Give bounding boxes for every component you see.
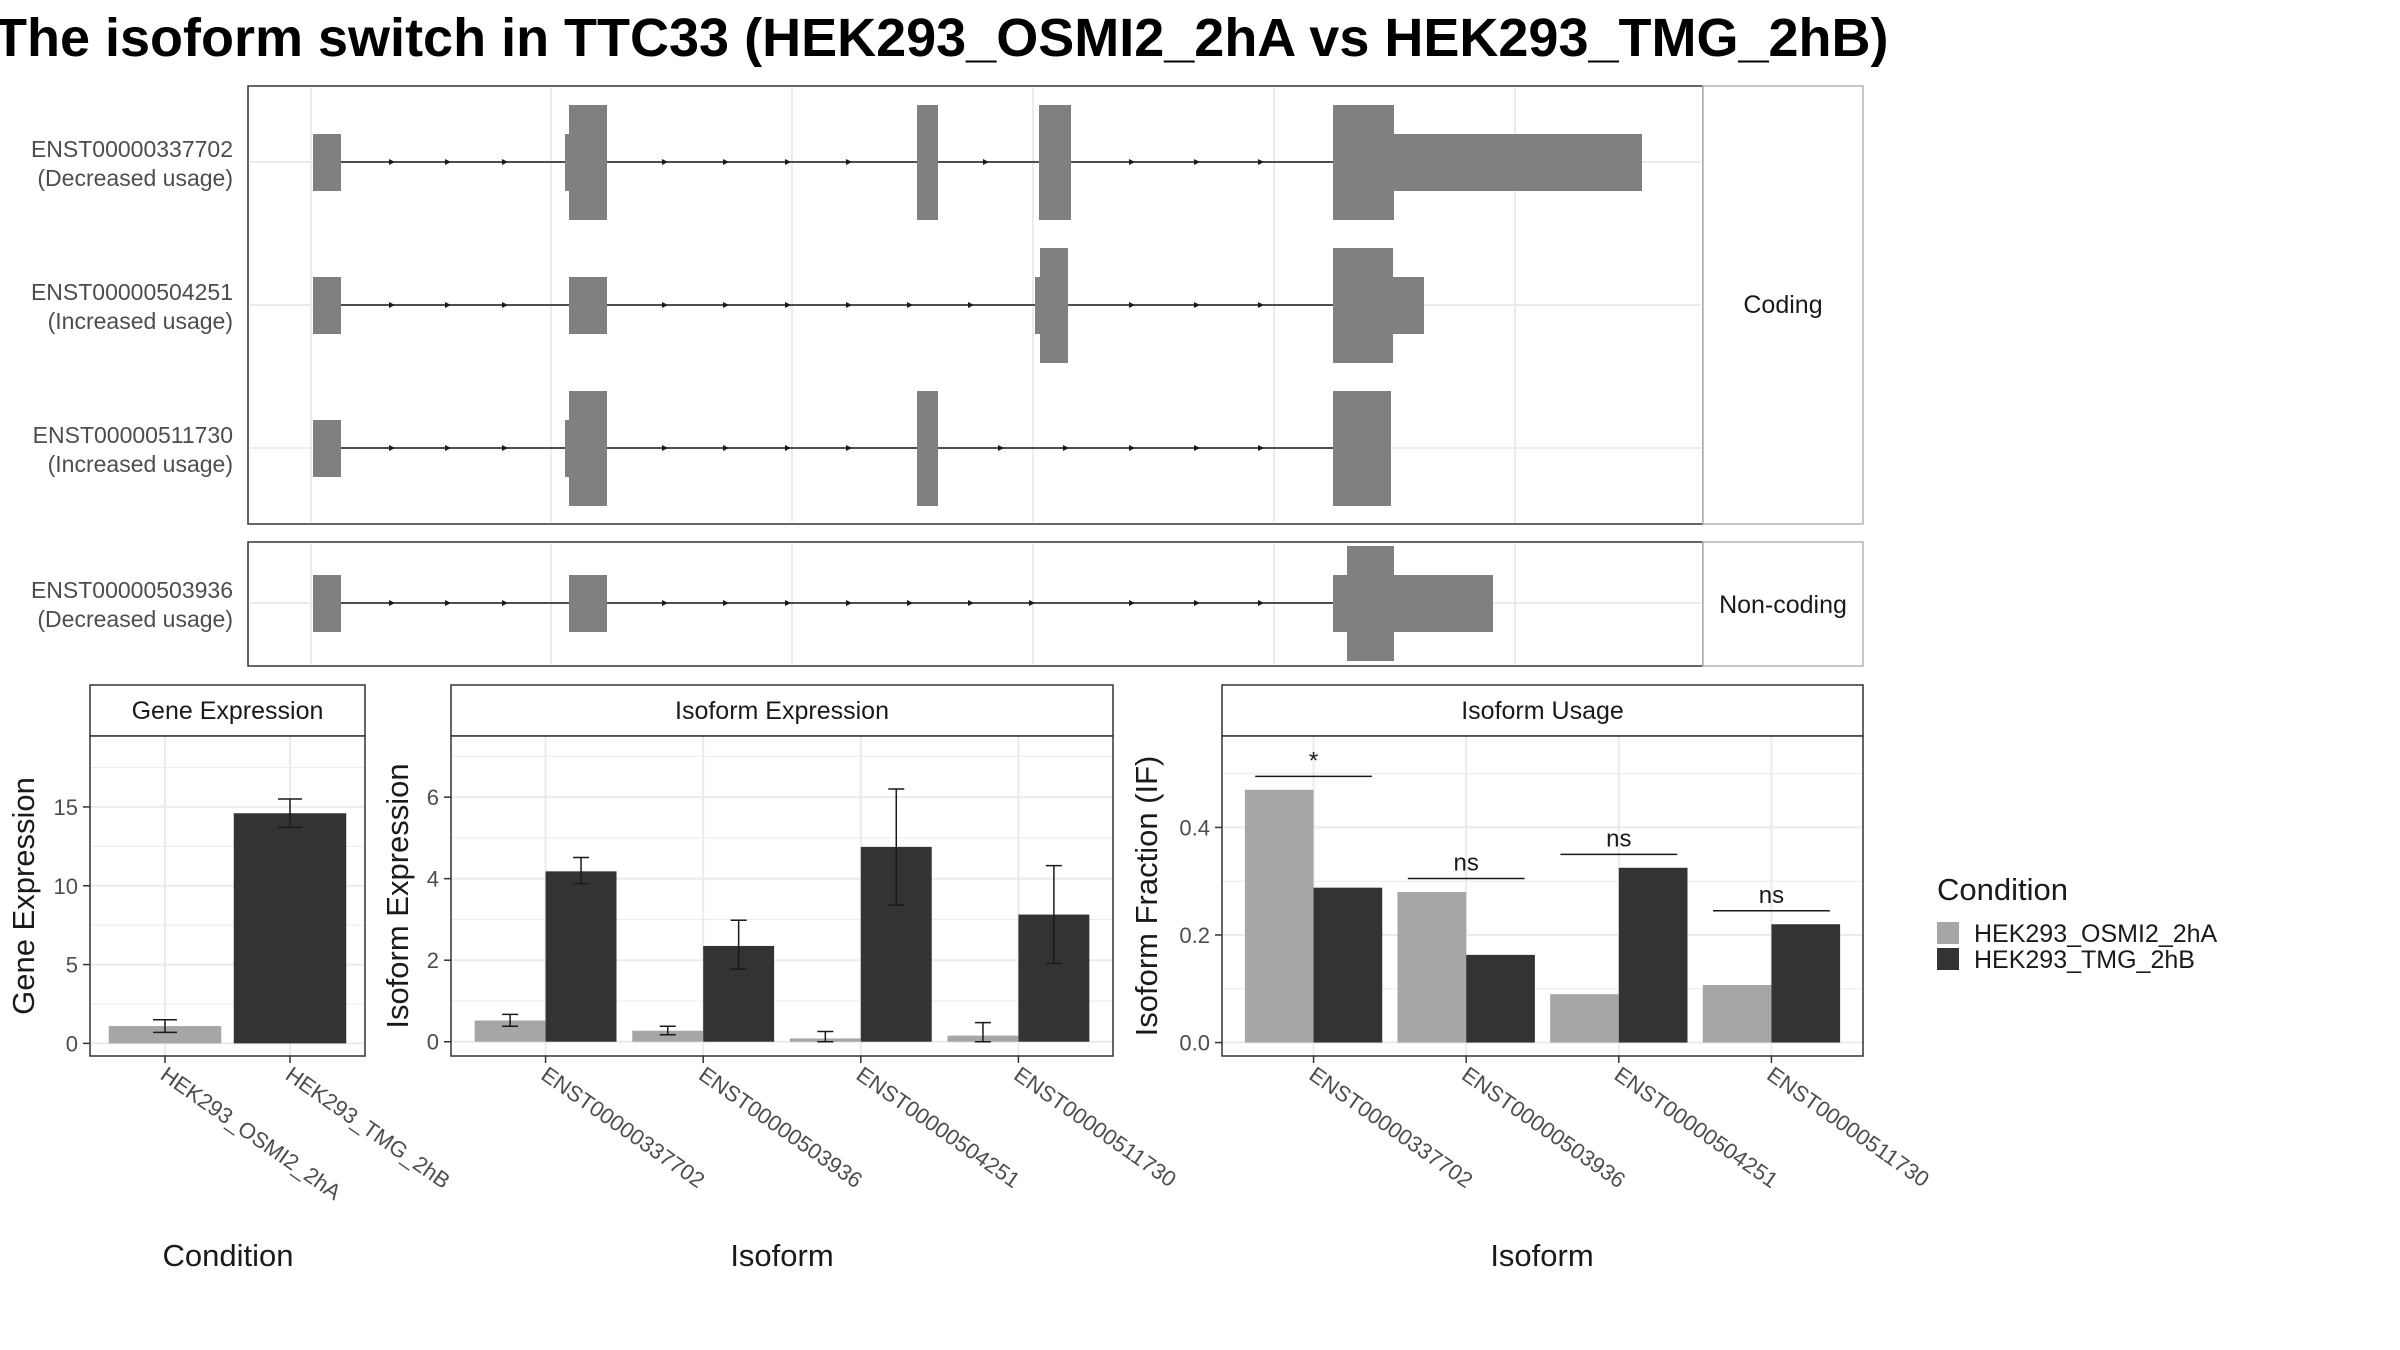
bar-HEK293_TMG_2hB-ENST00000511730: [1771, 924, 1841, 1043]
y-tick-label: 0.2: [1179, 923, 1210, 948]
bar-HEK293_OSMI2_2hA-ENST00000511730: [1702, 985, 1772, 1043]
significance-label: ns: [1759, 882, 1784, 909]
y-axis-title: Isoform Expression: [380, 763, 415, 1028]
y-tick-label: 15: [54, 795, 78, 820]
significance-label: ns: [1606, 825, 1631, 852]
x-tick-label: ENST00000511730: [1763, 1062, 1934, 1192]
bar-HEK293_OSMI2_2hA-ENST00000504251: [1550, 994, 1619, 1043]
error-bar: [659, 1025, 676, 1036]
x-tick-label: ENST00000337702: [537, 1062, 710, 1193]
y-tick-label: 2: [427, 948, 439, 973]
error-bar: [153, 1018, 177, 1034]
y-tick-label: 6: [427, 785, 439, 810]
x-tick-label: ENST00000504251: [1610, 1062, 1783, 1193]
bar-charts: Gene Expression051015HEK293_OSMI2_2hAHEK…: [6, 684, 1934, 1273]
plot-border: [89, 735, 366, 1057]
x-tick-label: ENST00000511730: [1010, 1062, 1181, 1192]
x-axis-title: Isoform: [1490, 1238, 1593, 1273]
isoform-usage-label: (Increased usage): [48, 451, 233, 477]
isoform-usage-label: (Decreased usage): [37, 165, 233, 191]
error-bar: [278, 798, 302, 829]
panel-strip: [450, 684, 1114, 737]
y-tick-label: 5: [66, 953, 78, 978]
x-axis-title: Condition: [163, 1238, 294, 1273]
isoform-usage-label: (Decreased usage): [37, 606, 233, 632]
x-tick-label: ENST00000503936: [1457, 1062, 1630, 1193]
legend: Condition HEK293_OSMI2_2hA HEK293_TMG_2h…: [1937, 872, 2218, 974]
y-tick-label: 10: [54, 874, 78, 899]
y-axis-title: Isoform Fraction (IF): [1129, 756, 1164, 1037]
legend-title: Condition: [1937, 872, 2068, 907]
bar-HEK293_OSMI2_2hA: [108, 1026, 222, 1044]
y-tick-label: 0: [427, 1030, 439, 1055]
panel-title: Isoform Usage: [1461, 697, 1624, 725]
y-tick-label: 0: [66, 1031, 78, 1056]
legend-swatch-a: [1937, 922, 1959, 944]
isoform-usage-label: (Increased usage): [48, 308, 233, 334]
bar-HEK293_OSMI2_2hA-ENST00000503936: [632, 1030, 704, 1042]
isoform-id-label: ENST00000503936: [31, 577, 233, 603]
x-tick-label: ENST00000504251: [852, 1062, 1025, 1193]
transcript-ENST00000337702: ENST00000337702 (Decreased usage): [31, 105, 1642, 220]
panel-title: Gene Expression: [132, 697, 324, 725]
x-tick-label: ENST00000337702: [1305, 1062, 1478, 1193]
strip-label-noncoding: Non-coding: [1719, 591, 1847, 619]
bar-HEK293_TMG_2hB-ENST00000337702: [1313, 887, 1383, 1043]
legend-label-b: HEK293_TMG_2hB: [1974, 946, 2195, 974]
chart-panel-1: Isoform Expression0246ENST00000337702ENS…: [380, 684, 1181, 1273]
chart-panel-2: Isoform Usage * ns ns ns 0.0 0.2 0.4 ENST0000033…: [1129, 684, 1934, 1273]
bar-HEK293_OSMI2_2hA-ENST00000337702: [474, 1020, 546, 1042]
error-bar: [573, 856, 590, 885]
legend-swatch-b: [1937, 948, 1959, 970]
plot-border: [1221, 735, 1864, 1057]
panel-strip: [1221, 684, 1864, 737]
error-bar: [817, 1030, 834, 1043]
legend-label-a: HEK293_OSMI2_2hA: [1974, 920, 2218, 948]
bar-HEK293_TMG_2hB-ENST00000337702: [545, 871, 617, 1042]
y-tick-label: 0.4: [1179, 815, 1210, 840]
bar-HEK293_OSMI2_2hA-ENST00000503936: [1397, 891, 1467, 1043]
y-tick-label: 4: [427, 867, 439, 892]
y-tick-label: 0.0: [1179, 1031, 1210, 1056]
x-axis-title: Isoform: [730, 1238, 833, 1273]
bar-HEK293_OSMI2_2hA-ENST00000337702: [1244, 789, 1314, 1043]
significance-label: ns: [1454, 850, 1479, 877]
panel-title: Isoform Expression: [675, 697, 889, 725]
isoform-id-label: ENST00000504251: [31, 279, 233, 305]
panel-strip: [89, 684, 366, 737]
transcript-ENST00000511730: ENST00000511730 (Increased usage): [33, 391, 1391, 506]
significance-label: *: [1309, 747, 1318, 774]
isoform-structure-panel: Coding Non-coding ENST00000337702 (Decre…: [31, 85, 1864, 667]
bar-HEK293_TMG_2hB-ENST00000503936: [1466, 954, 1535, 1043]
transcript-ENST00000504251: ENST00000504251 (Increased usage): [31, 248, 1424, 363]
error-bar: [730, 919, 747, 970]
bar-HEK293_TMG_2hB-ENST00000504251: [1618, 867, 1688, 1043]
bar-HEK293_TMG_2hB: [233, 813, 347, 1044]
isoform-id-label: ENST00000511730: [33, 422, 233, 448]
error-bar: [888, 788, 905, 906]
error-bar: [502, 1013, 519, 1027]
plot-border: [450, 735, 1114, 1057]
transcript-ENST00000503936: ENST00000503936 (Decreased usage): [31, 546, 1493, 661]
page-title: The isoform switch in TTC33 (HEK293_OSMI…: [0, 8, 1889, 68]
y-axis-title: Gene Expression: [6, 777, 41, 1015]
isoform-id-label: ENST00000337702: [31, 136, 233, 162]
strip-label-coding: Coding: [1743, 291, 1822, 319]
x-tick-label: ENST00000503936: [694, 1062, 867, 1193]
error-bar: [1045, 864, 1062, 965]
error-bar: [974, 1021, 991, 1043]
